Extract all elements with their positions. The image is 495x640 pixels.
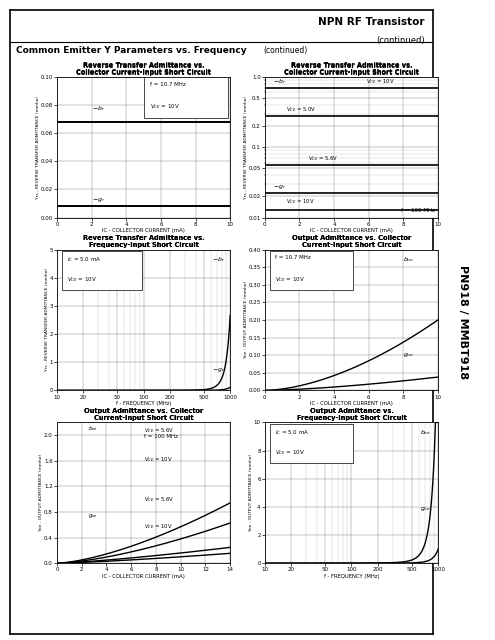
Text: $-b_r$: $-b_r$	[92, 104, 105, 113]
Text: $-b_r$: $-b_r$	[273, 77, 287, 86]
Text: $I_C$ = 5.0 mA: $I_C$ = 5.0 mA	[275, 428, 309, 437]
Text: Output Admittance vs. Collector
Current-Input Short Circuit: Output Admittance vs. Collector Current-…	[292, 236, 411, 248]
Text: Common Emitter Y Parameters vs. Frequency: Common Emitter Y Parameters vs. Frequenc…	[16, 47, 247, 56]
FancyBboxPatch shape	[270, 424, 353, 463]
X-axis label: f - FREQUENCY (MHz): f - FREQUENCY (MHz)	[324, 573, 379, 579]
Text: $V_{CE}$ = 10V: $V_{CE}$ = 10V	[144, 522, 172, 531]
Text: $V_{CE}$ = 10V: $V_{CE}$ = 10V	[366, 77, 395, 86]
Text: $-g_r$: $-g_r$	[273, 183, 287, 191]
Text: f = 100 MHz: f = 100 MHz	[400, 209, 435, 213]
Y-axis label: Yrs - REVERSE TRANSFER ADMITTANCE (mmho): Yrs - REVERSE TRANSFER ADMITTANCE (mmho)	[36, 96, 40, 198]
Y-axis label: Yrs - REVERSE TRANSFER ADMITTANCE (mmho): Yrs - REVERSE TRANSFER ADMITTANCE (mmho)	[45, 269, 49, 371]
Text: $V_{CE}$ = 10V: $V_{CE}$ = 10V	[286, 197, 314, 206]
Text: Output Admittance vs. Collector
Current-Input Short Circuit: Output Admittance vs. Collector Current-…	[84, 408, 203, 421]
Title: Output Admittance vs. Collector
Current-Input Short Circuit: Output Admittance vs. Collector Current-…	[84, 408, 203, 420]
Text: (continued): (continued)	[264, 47, 308, 56]
Y-axis label: Yoe - OUTPUT ADMITTANCE (mmho): Yoe - OUTPUT ADMITTANCE (mmho)	[39, 454, 44, 531]
Text: $-g_r$: $-g_r$	[92, 195, 105, 204]
Text: $g_{oe}$: $g_{oe}$	[88, 512, 98, 520]
Text: $g_{oe}$: $g_{oe}$	[420, 505, 431, 513]
Text: Output Admittance vs.
Frequency-Input Short Circuit: Output Admittance vs. Frequency-Input Sh…	[297, 408, 406, 421]
Text: f = 10.7 MHz: f = 10.7 MHz	[147, 91, 183, 96]
Text: f = 10.7 MHz: f = 10.7 MHz	[149, 83, 185, 88]
Y-axis label: Yoe - OUTPUT ADMITTANCE (mmho): Yoe - OUTPUT ADMITTANCE (mmho)	[244, 282, 248, 358]
Text: $b_{oe}$: $b_{oe}$	[403, 255, 415, 264]
Title: Reverse Transfer Admittance vs.
Frequency-Input Short Circuit: Reverse Transfer Admittance vs. Frequenc…	[83, 235, 204, 248]
Title: Output Admittance vs. Collector
Current-Input Short Circuit: Output Admittance vs. Collector Current-…	[292, 235, 411, 248]
Text: $V_{CE}$ = 5.0V: $V_{CE}$ = 5.0V	[286, 105, 316, 114]
Text: PN918 / MMBT918: PN918 / MMBT918	[458, 264, 468, 379]
Text: Reverse Transfer Admittance vs.
Collector Current-Input Short Circuit: Reverse Transfer Admittance vs. Collecto…	[284, 63, 419, 76]
X-axis label: IC - COLLECTOR CURRENT (mA): IC - COLLECTOR CURRENT (mA)	[102, 573, 185, 579]
Title: Output Admittance vs.
Frequency-Input Short Circuit: Output Admittance vs. Frequency-Input Sh…	[297, 408, 406, 420]
Text: $V_{CE}$ = 10V: $V_{CE}$ = 10V	[147, 111, 177, 120]
Text: Reverse Transfer Admittance vs.
Frequency-Input Short Circuit: Reverse Transfer Admittance vs. Frequenc…	[83, 236, 204, 248]
Text: $b_{oe}$: $b_{oe}$	[88, 424, 98, 433]
FancyBboxPatch shape	[62, 251, 142, 291]
Text: f = 10.7 MHz: f = 10.7 MHz	[275, 255, 311, 260]
Text: $I_C$ = 5.0 mA: $I_C$ = 5.0 mA	[67, 255, 101, 264]
X-axis label: IC - COLLECTOR CURRENT (mA): IC - COLLECTOR CURRENT (mA)	[310, 228, 393, 233]
Text: $-b_r$: $-b_r$	[212, 255, 225, 264]
FancyBboxPatch shape	[144, 77, 228, 118]
Text: $V_{CE}$ = 5.6V: $V_{CE}$ = 5.6V	[144, 495, 174, 504]
Text: $V_{CE}$ = 10V: $V_{CE}$ = 10V	[67, 275, 97, 284]
Text: $b_{oe}$: $b_{oe}$	[420, 428, 431, 436]
Y-axis label: Yoe - OUTPUT ADMITTANCE (mmho): Yoe - OUTPUT ADMITTANCE (mmho)	[249, 454, 253, 531]
Title: Reverse Transfer Admittance vs.
Collector Current-Input Short Circuit: Reverse Transfer Admittance vs. Collecto…	[76, 62, 211, 75]
Text: Reverse Transfer Admittance vs.
Collector Current-Input Short Circuit: Reverse Transfer Admittance vs. Collecto…	[76, 63, 211, 76]
Text: $V_{CE}$ = 10V: $V_{CE}$ = 10V	[275, 448, 305, 457]
X-axis label: IC - COLLECTOR CURRENT (mA): IC - COLLECTOR CURRENT (mA)	[310, 401, 393, 406]
X-axis label: f - FREQUENCY (MHz): f - FREQUENCY (MHz)	[116, 401, 171, 406]
Text: $V_{CE}$ = 5.6V: $V_{CE}$ = 5.6V	[308, 154, 339, 163]
Y-axis label: Yrs - REVERSE TRANSFER ADMITTANCE (mmho): Yrs - REVERSE TRANSFER ADMITTANCE (mmho)	[244, 96, 248, 198]
Text: $V_{CE}$ = 5.6V: $V_{CE}$ = 5.6V	[144, 426, 174, 435]
Text: $V_{CE}$ = 10V: $V_{CE}$ = 10V	[275, 275, 305, 284]
Text: (continued): (continued)	[376, 36, 425, 45]
Text: NPN RF Transistor: NPN RF Transistor	[318, 17, 425, 27]
Text: $-g_r$: $-g_r$	[212, 365, 225, 374]
X-axis label: IC - COLLECTOR CURRENT (mA): IC - COLLECTOR CURRENT (mA)	[102, 228, 185, 233]
Title: Reverse Transfer Admittance vs.
Collector Current-Input Short Circuit: Reverse Transfer Admittance vs. Collecto…	[284, 62, 419, 75]
Text: $V_{CE}$ = 10V: $V_{CE}$ = 10V	[144, 455, 172, 464]
FancyBboxPatch shape	[270, 251, 353, 291]
Text: $g_{oe}$: $g_{oe}$	[403, 351, 415, 358]
Text: $V_{CE}$ = 10V: $V_{CE}$ = 10V	[149, 102, 180, 111]
Text: f = 100 MHz: f = 100 MHz	[144, 434, 178, 438]
